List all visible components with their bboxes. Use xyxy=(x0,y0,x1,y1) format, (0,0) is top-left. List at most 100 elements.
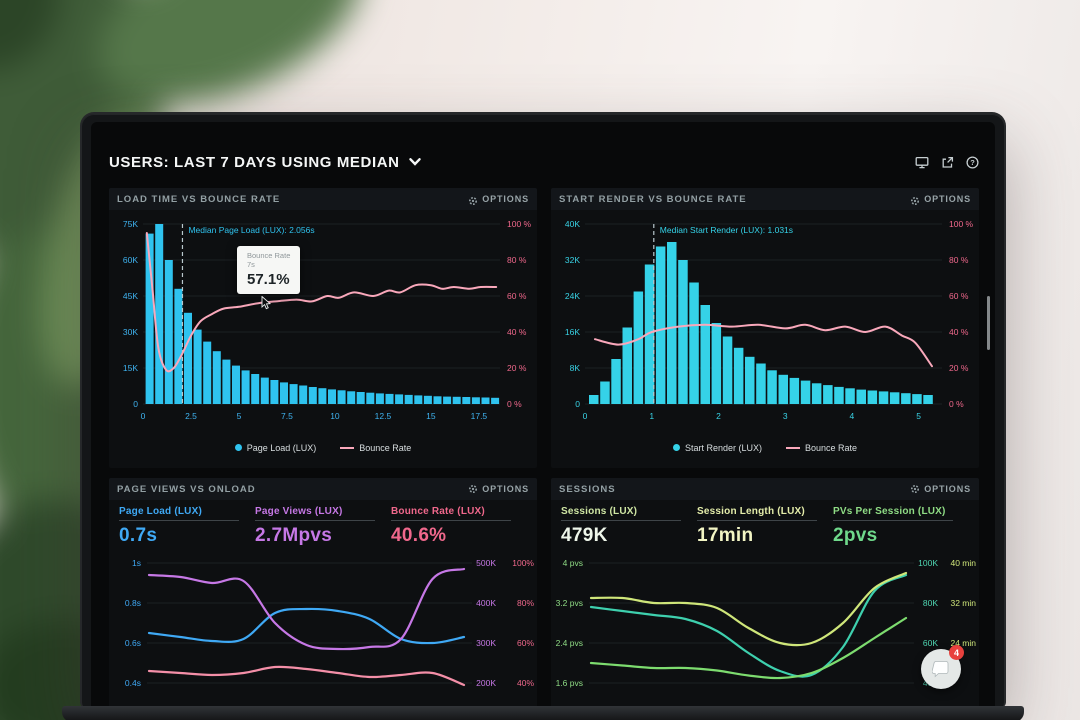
histogram-bar[interactable] xyxy=(280,382,288,404)
options-button[interactable]: OPTIONS xyxy=(910,484,971,494)
histogram-bar[interactable] xyxy=(867,390,878,405)
histogram-bar[interactable] xyxy=(337,390,346,404)
axis-tick-label: 0 % xyxy=(507,399,522,409)
histogram-bar[interactable] xyxy=(212,351,221,404)
histogram-bar[interactable] xyxy=(711,323,722,404)
histogram-bar[interactable] xyxy=(174,288,183,404)
histogram-bar[interactable] xyxy=(241,370,250,404)
histogram-bar[interactable] xyxy=(184,312,192,404)
dashboard-title-dropdown[interactable]: USERS: LAST 7 DAYS USING MEDIAN xyxy=(109,154,421,171)
histogram-bar[interactable] xyxy=(901,393,911,404)
histogram-bar[interactable] xyxy=(700,305,711,404)
histogram-bar[interactable] xyxy=(644,264,655,405)
axis-tick-label: 40 % xyxy=(507,327,527,337)
histogram-bar[interactable] xyxy=(452,396,461,404)
histogram-bar[interactable] xyxy=(260,377,269,404)
display-icon[interactable] xyxy=(915,156,929,169)
histogram-bar[interactable] xyxy=(491,397,500,404)
histogram-bar[interactable] xyxy=(733,347,744,405)
histogram-bar[interactable] xyxy=(375,393,384,404)
options-button[interactable]: OPTIONS xyxy=(468,484,529,494)
histogram-bar[interactable] xyxy=(667,242,677,404)
histogram-bar[interactable] xyxy=(462,397,471,404)
histogram-bar[interactable] xyxy=(611,359,621,404)
histogram-bar[interactable] xyxy=(856,389,867,404)
histogram-bar[interactable] xyxy=(689,282,699,405)
legend-item[interactable]: Bounce Rate xyxy=(785,443,857,453)
histogram-bar[interactable] xyxy=(923,395,933,404)
histogram-bar[interactable] xyxy=(878,391,889,404)
histogram-bar[interactable] xyxy=(385,393,394,404)
help-icon[interactable]: ? xyxy=(966,155,979,169)
histogram-bar[interactable] xyxy=(308,387,317,404)
histogram-bar[interactable] xyxy=(589,395,599,404)
histogram-bar[interactable] xyxy=(800,380,811,404)
legend-item[interactable]: Start Render (LUX) xyxy=(672,443,762,453)
stat-sessions: Sessions (LUX) 479K xyxy=(561,506,697,547)
histogram-bar[interactable] xyxy=(845,388,855,404)
axis-tick-label: 100 % xyxy=(949,219,974,229)
axis-tick-label: 24 min xyxy=(950,638,976,648)
histogram-bar[interactable] xyxy=(789,377,800,404)
histogram-bar[interactable] xyxy=(366,392,375,404)
options-label: OPTIONS xyxy=(482,484,529,494)
histogram-bar[interactable] xyxy=(193,329,202,404)
histogram-bar[interactable] xyxy=(767,370,777,405)
histogram-bar[interactable] xyxy=(471,397,480,404)
axis-tick-label: 3 xyxy=(783,411,788,421)
scrollbar-thumb[interactable] xyxy=(987,296,990,350)
histogram-bar[interactable] xyxy=(222,359,231,404)
histogram-bar[interactable] xyxy=(756,363,766,405)
histogram-bar[interactable] xyxy=(347,391,356,404)
gear-icon xyxy=(911,484,920,494)
histogram-bar[interactable] xyxy=(423,395,432,404)
histogram-bar[interactable] xyxy=(622,327,633,405)
share-icon[interactable] xyxy=(941,156,954,169)
histogram-bar[interactable] xyxy=(600,381,610,405)
histogram-bar[interactable] xyxy=(889,392,900,404)
histogram-bar[interactable] xyxy=(404,394,413,404)
histogram-bar[interactable] xyxy=(164,260,173,404)
histogram-bar[interactable] xyxy=(289,384,298,404)
histogram-bar[interactable] xyxy=(433,396,442,404)
histogram-bar[interactable] xyxy=(722,336,733,405)
stat-pvs-per-session: PVs Per Session (LUX) 2pvs xyxy=(833,506,969,547)
histogram-bar[interactable] xyxy=(203,341,212,404)
histogram-bar[interactable] xyxy=(912,394,922,404)
histogram-bar[interactable] xyxy=(443,396,452,404)
histogram-bar[interactable] xyxy=(328,389,336,404)
histogram-bar[interactable] xyxy=(655,246,666,405)
histogram-bar[interactable] xyxy=(318,388,327,404)
histogram-bar[interactable] xyxy=(356,392,365,404)
options-label: OPTIONS xyxy=(924,484,971,494)
histogram-bar[interactable] xyxy=(395,394,404,404)
histogram-bar[interactable] xyxy=(145,233,154,404)
stat-label: Bounce Rate (LUX) xyxy=(391,506,511,521)
stat-page-views: Page Views (LUX) 2.7Mpvs xyxy=(255,506,391,547)
legend-item[interactable]: Page Load (LUX) xyxy=(234,443,316,453)
bounce-rate-line xyxy=(594,323,933,368)
options-button[interactable]: OPTIONS xyxy=(468,192,529,206)
histogram-bar[interactable] xyxy=(823,385,833,404)
histogram-bar[interactable] xyxy=(155,224,164,404)
histogram-bar[interactable] xyxy=(481,397,490,405)
legend-label: Start Render (LUX) xyxy=(684,443,762,453)
options-button[interactable]: OPTIONS xyxy=(910,192,971,206)
histogram-bar[interactable] xyxy=(678,260,688,404)
histogram-bar[interactable] xyxy=(414,395,423,404)
histogram-bar[interactable] xyxy=(745,356,755,405)
pvs-per-session-lux-line xyxy=(589,616,908,680)
histogram-bar[interactable] xyxy=(251,374,260,404)
legend-item[interactable]: Bounce Rate xyxy=(340,443,411,453)
histogram-bar[interactable] xyxy=(232,365,240,404)
histogram-bar[interactable] xyxy=(778,374,789,405)
histogram-bar[interactable] xyxy=(270,380,279,404)
chat-widget-button[interactable]: 4 xyxy=(921,645,964,689)
histogram-bar[interactable] xyxy=(834,386,844,404)
stat-value: 40.6% xyxy=(391,525,447,546)
histogram-bar[interactable] xyxy=(811,383,822,404)
histogram-bar[interactable] xyxy=(633,291,644,405)
stat-page-load: Page Load (LUX) 0.7s xyxy=(119,506,255,547)
axis-tick-label: 0 xyxy=(141,411,146,421)
histogram-bar[interactable] xyxy=(299,385,308,405)
